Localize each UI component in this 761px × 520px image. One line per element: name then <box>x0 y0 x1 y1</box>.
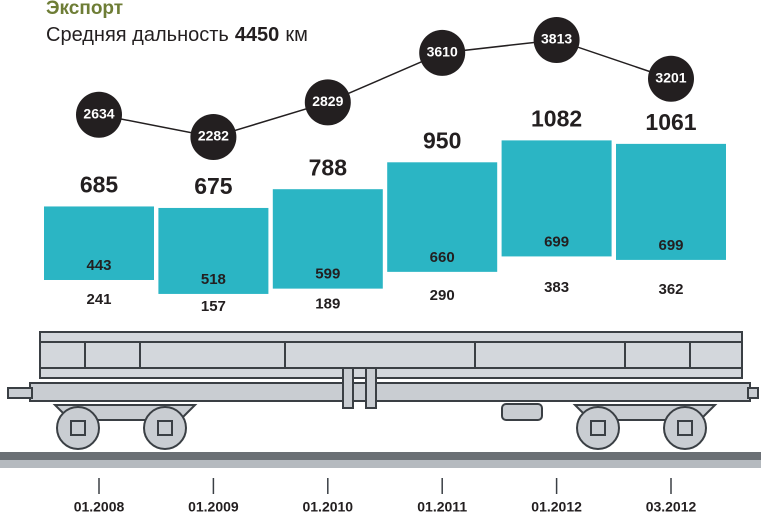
line-marker <box>76 91 122 138</box>
segment-label: 518 <box>201 271 226 288</box>
total-label: 675 <box>194 173 233 199</box>
wheel-hub <box>70 420 86 436</box>
line-label: 3201 <box>655 69 686 85</box>
x-tick-label: 03.2012 <box>646 499 697 515</box>
wagon-post <box>342 367 354 409</box>
total-label: 1082 <box>531 105 582 131</box>
rail-base <box>0 460 761 468</box>
wheel-hub <box>677 420 693 436</box>
total-label: 950 <box>423 127 461 153</box>
bar-segment <box>501 140 612 257</box>
x-tick-label: 01.2008 <box>74 499 125 515</box>
segment-label: 699 <box>658 237 683 254</box>
bar-segment <box>501 256 612 320</box>
total-label: 788 <box>309 154 348 180</box>
line-marker <box>648 55 694 102</box>
coupler <box>7 387 33 399</box>
line-label: 3813 <box>541 31 572 47</box>
wagon <box>7 331 759 450</box>
line-marker <box>190 114 237 161</box>
x-tick-label: 01.2012 <box>531 499 582 515</box>
line-marker <box>533 16 580 63</box>
bar-segment <box>616 259 726 320</box>
wagon-frame <box>29 382 751 402</box>
subtitle: Средняя дальность 4450 км <box>46 24 308 46</box>
segment-label: 241 <box>86 291 111 308</box>
segment-label: 383 <box>544 279 569 296</box>
bar-segment <box>158 293 269 320</box>
segment-label: 599 <box>315 266 340 283</box>
wheel <box>576 406 620 450</box>
x-tick-label: 01.2010 <box>302 499 353 515</box>
bar-segment <box>387 162 498 272</box>
segment-label: 660 <box>430 249 455 266</box>
line-label: 2282 <box>198 128 229 144</box>
line-label: 2829 <box>312 93 343 109</box>
wheel-hub <box>590 420 606 436</box>
bar-segment <box>158 207 269 294</box>
rail <box>0 452 761 460</box>
segment-label: 362 <box>658 281 683 298</box>
brake <box>501 403 543 421</box>
bar-segment <box>272 189 383 289</box>
x-tick-label: 01.2009 <box>188 499 239 515</box>
chart-title: Экспорт <box>46 0 123 19</box>
subtitle-value: 4450 <box>235 24 280 46</box>
bar-segment <box>272 288 383 320</box>
segment-label: 699 <box>544 233 569 250</box>
bar-segment <box>387 271 498 320</box>
line-label: 3610 <box>427 44 458 60</box>
wheel <box>663 406 707 450</box>
segment-label: 189 <box>315 295 340 312</box>
wheel-hub <box>157 420 173 436</box>
wheel <box>56 406 100 450</box>
line-label: 2634 <box>83 105 114 121</box>
segment-label: 443 <box>86 257 111 274</box>
subtitle-prefix: Средняя дальность <box>46 24 229 46</box>
wheel <box>143 406 187 450</box>
line-marker <box>304 79 351 126</box>
segment-label: 157 <box>201 298 226 315</box>
bar-segment <box>616 143 726 260</box>
total-label: 1061 <box>645 109 696 135</box>
wagon-post <box>365 367 377 409</box>
wagon-body <box>39 331 743 379</box>
subtitle-unit: км <box>285 24 308 46</box>
segment-label: 290 <box>430 287 455 304</box>
coupler <box>747 387 759 399</box>
x-tick-label: 01.2011 <box>417 499 467 515</box>
line-marker <box>419 29 466 76</box>
bar-segment <box>44 279 154 320</box>
bar-segment <box>44 206 154 280</box>
total-label: 685 <box>80 172 119 198</box>
